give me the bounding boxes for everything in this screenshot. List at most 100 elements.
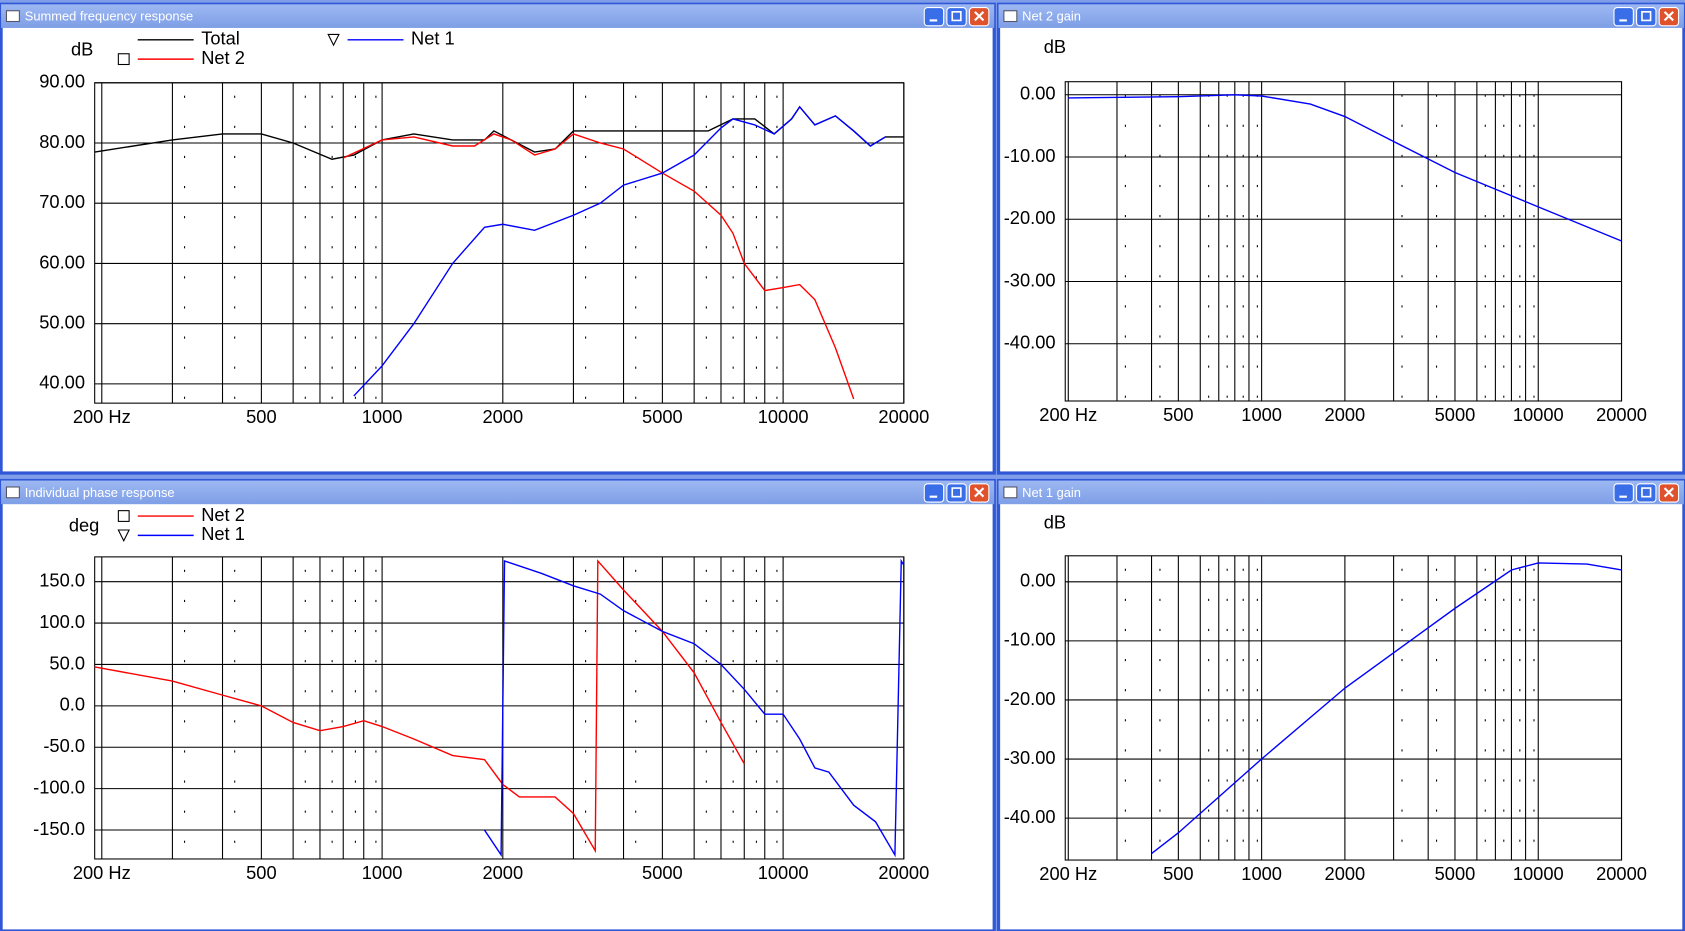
x-tick-label: 200 Hz (73, 862, 131, 883)
x-tick-label: 1000 (362, 862, 403, 883)
series-line (483, 558, 905, 858)
series-line (1068, 94, 1622, 242)
x-tick-label: 20000 (878, 406, 929, 427)
title-bar (1, 480, 995, 505)
y-tick-label: -20.00 (1004, 207, 1056, 228)
x-tick-label: 200 Hz (1039, 863, 1097, 884)
maximize-button[interactable] (1636, 6, 1657, 27)
y-tick-label: 0.00 (1020, 83, 1056, 104)
y-tick-label: -10.00 (1004, 145, 1056, 166)
title-bar (998, 480, 1684, 505)
y-tick-label: -40.00 (1004, 332, 1056, 353)
x-tick-label: 500 (1163, 863, 1193, 884)
window-title: Net 2 gain (1022, 9, 1081, 24)
maximize-glyph (951, 11, 962, 22)
series-line (94, 559, 745, 854)
y-axis-label: deg (69, 515, 99, 536)
legend-marker (117, 53, 130, 66)
legend-marker (117, 529, 130, 542)
y-tick-label: 0.0 (60, 694, 85, 715)
maximize-glyph (1641, 487, 1652, 498)
close-glyph (974, 487, 985, 498)
y-tick-label: -10.00 (1004, 629, 1056, 650)
maximize-button[interactable] (1636, 483, 1657, 503)
close-glyph (1663, 11, 1674, 22)
window-icon (5, 10, 20, 23)
legend-label: Net 1 (411, 28, 455, 49)
x-tick-label: 10000 (758, 406, 809, 427)
x-tick-label: 20000 (1596, 863, 1647, 884)
y-axis-label: dB (71, 38, 93, 59)
title-bar (998, 4, 1684, 28)
x-tick-label: 1000 (362, 406, 403, 427)
x-tick-label: 20000 (1596, 404, 1647, 425)
series-line (342, 133, 855, 400)
legend-marker (117, 510, 130, 522)
y-tick-label: -20.00 (1004, 688, 1056, 709)
y-tick-label: 150.0 (39, 570, 85, 591)
close-glyph (974, 11, 985, 22)
window-icon (5, 486, 20, 499)
y-tick-label: -150.0 (33, 818, 85, 839)
x-tick-label: 1000 (1241, 404, 1282, 425)
x-tick-label: 10000 (1513, 863, 1564, 884)
window-icon (1003, 486, 1018, 499)
x-tick-label: 200 Hz (73, 406, 131, 427)
x-tick-label: 20000 (878, 862, 929, 883)
y-tick-label: -30.00 (1004, 269, 1056, 290)
y-tick-label: 100.0 (39, 611, 85, 632)
x-tick-label: 200 Hz (1039, 404, 1097, 425)
window-icon (1003, 10, 1018, 23)
legend-label: Net 1 (201, 523, 245, 544)
x-tick-label: 10000 (1513, 404, 1564, 425)
x-tick-label: 500 (246, 406, 276, 427)
y-axis-label: dB (1044, 511, 1066, 532)
maximize-glyph (951, 487, 962, 498)
x-tick-label: 10000 (758, 862, 809, 883)
y-axis-label: dB (1044, 36, 1066, 57)
window-title: Net 1 gain (1022, 485, 1081, 500)
plot-area (1064, 81, 1623, 402)
window-title: Summed frequency response (25, 9, 193, 24)
x-tick-label: 1000 (1241, 863, 1282, 884)
plot-area (94, 556, 905, 860)
x-tick-label: 5000 (642, 406, 683, 427)
x-tick-label: 5000 (1435, 404, 1476, 425)
legend-marker (327, 33, 340, 47)
legend-label: Total (201, 28, 240, 49)
y-tick-label: 70.00 (39, 191, 85, 212)
minimize-button[interactable] (1613, 6, 1634, 27)
minimize-button[interactable] (923, 6, 945, 27)
y-tick-label: -50.0 (43, 735, 85, 756)
maximize-glyph (1641, 11, 1652, 22)
plot-area (94, 82, 905, 404)
x-tick-label: 2000 (1325, 404, 1366, 425)
series-line (1151, 562, 1622, 855)
plot-area (1064, 555, 1623, 861)
series-line (353, 105, 886, 397)
y-tick-label: -40.00 (1004, 806, 1056, 827)
y-tick-label: -30.00 (1004, 747, 1056, 768)
minimize-button[interactable] (923, 483, 945, 503)
x-tick-label: 500 (246, 862, 276, 883)
y-tick-label: 0.00 (1020, 570, 1056, 591)
y-tick-label: -100.0 (33, 776, 85, 797)
y-tick-label: 50.0 (49, 652, 85, 673)
x-tick-label: 5000 (642, 862, 683, 883)
maximize-button[interactable] (946, 6, 967, 27)
title-bar (1, 4, 995, 28)
y-tick-label: 50.00 (39, 311, 85, 332)
y-tick-label: 60.00 (39, 251, 85, 272)
y-tick-label: 40.00 (39, 372, 85, 393)
legend-label: Net 2 (201, 504, 245, 525)
maximize-button[interactable] (946, 483, 967, 503)
minimize-button[interactable] (1613, 483, 1634, 503)
close-glyph (1663, 487, 1674, 498)
y-tick-label: 80.00 (39, 131, 85, 152)
x-tick-label: 5000 (1435, 863, 1476, 884)
legend-label: Net 2 (201, 47, 245, 68)
x-tick-label: 2000 (482, 862, 523, 883)
x-tick-label: 2000 (482, 406, 523, 427)
